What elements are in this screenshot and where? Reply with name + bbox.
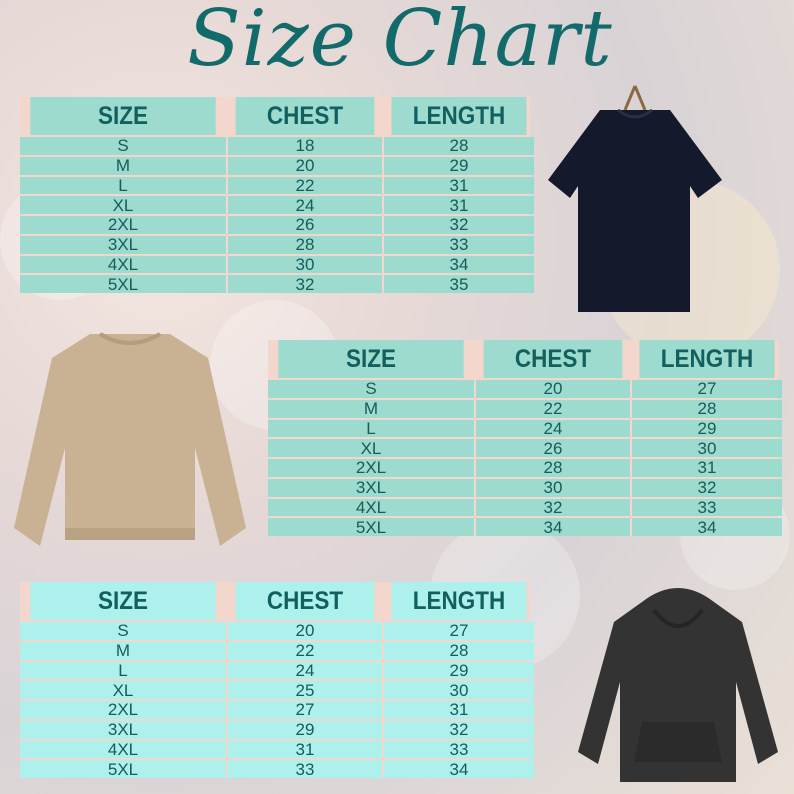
- cell-size: M: [20, 156, 226, 175]
- cell-chest: 31: [228, 740, 382, 759]
- cell-size: L: [20, 176, 226, 195]
- cell-chest: 25: [228, 681, 382, 699]
- cell-length: 31: [384, 196, 534, 214]
- cell-chest: 26: [476, 439, 630, 457]
- cell-length: 32: [632, 478, 782, 497]
- cell-length: 27: [384, 622, 534, 640]
- header-size: SIZE: [30, 582, 216, 620]
- size-table-sweatshirt: SIZE CHEST LENGTH S 20 27 M 22 28 L 24 29 XL 26 30 2XL 2…: [268, 340, 782, 536]
- cell-size: S: [20, 622, 226, 640]
- cell-size: 5XL: [268, 518, 474, 536]
- cell-length: 29: [384, 156, 534, 175]
- cell-chest: 22: [476, 399, 630, 418]
- cell-size: 2XL: [268, 459, 474, 477]
- cell-chest: 28: [228, 235, 382, 254]
- size-table-hoodie: SIZE CHEST LENGTH S 20 27 M 22 28 L 24 29 XL 25 30 2XL 2…: [20, 582, 534, 778]
- header-chest: CHEST: [483, 340, 623, 378]
- cell-chest: 24: [228, 196, 382, 214]
- cell-chest: 27: [228, 701, 382, 719]
- cell-length: 30: [632, 439, 782, 457]
- hoodie-image: [578, 588, 778, 782]
- cell-size: XL: [20, 681, 226, 699]
- cell-size: 3XL: [20, 720, 226, 739]
- cell-size: 4XL: [20, 740, 226, 759]
- cell-size: S: [268, 380, 474, 398]
- cell-size: XL: [20, 196, 226, 214]
- cell-length: 33: [384, 235, 534, 254]
- cell-length: 28: [632, 399, 782, 418]
- cell-chest: 26: [228, 216, 382, 234]
- cell-length: 27: [632, 380, 782, 398]
- cell-size: 4XL: [268, 498, 474, 517]
- header-length: LENGTH: [391, 97, 527, 135]
- cell-size: 5XL: [20, 275, 226, 293]
- header-length: LENGTH: [391, 582, 527, 620]
- cell-chest: 30: [476, 478, 630, 497]
- cell-length: 35: [384, 275, 534, 293]
- cell-size: L: [268, 419, 474, 438]
- cell-length: 32: [384, 216, 534, 234]
- cell-chest: 34: [476, 518, 630, 536]
- cell-size: L: [20, 661, 226, 680]
- cell-size: 4XL: [20, 255, 226, 274]
- cell-length: 28: [384, 137, 534, 155]
- cell-length: 33: [384, 740, 534, 759]
- size-table-tshirt: SIZE CHEST LENGTH S 18 28 M 20 29 L 22 31 XL 24 31 2XL 2…: [20, 97, 534, 293]
- cell-chest: 24: [476, 419, 630, 438]
- tshirt-image: [548, 85, 722, 312]
- cell-chest: 32: [228, 275, 382, 293]
- cell-size: XL: [268, 439, 474, 457]
- cell-chest: 20: [228, 156, 382, 175]
- cell-length: 32: [384, 720, 534, 739]
- header-size: SIZE: [278, 340, 464, 378]
- cell-size: M: [20, 641, 226, 660]
- cell-chest: 30: [228, 255, 382, 274]
- cell-chest: 29: [228, 720, 382, 739]
- header-chest: CHEST: [235, 582, 375, 620]
- cell-length: 34: [384, 760, 534, 778]
- cell-size: 2XL: [20, 701, 226, 719]
- cell-size: 3XL: [268, 478, 474, 497]
- cell-size: 5XL: [20, 760, 226, 778]
- cell-chest: 24: [228, 661, 382, 680]
- cell-size: 3XL: [20, 235, 226, 254]
- cell-length: 29: [384, 661, 534, 680]
- page-title: Size Chart: [187, 0, 613, 84]
- cell-chest: 32: [476, 498, 630, 517]
- cell-length: 31: [384, 176, 534, 195]
- cell-length: 29: [632, 419, 782, 438]
- cell-size: S: [20, 137, 226, 155]
- cell-chest: 20: [476, 380, 630, 398]
- cell-chest: 18: [228, 137, 382, 155]
- header-size: SIZE: [30, 97, 216, 135]
- sweatshirt-image: [14, 332, 246, 546]
- cell-chest: 20: [228, 622, 382, 640]
- cell-length: 34: [384, 255, 534, 274]
- cell-length: 28: [384, 641, 534, 660]
- cell-chest: 22: [228, 176, 382, 195]
- cell-length: 30: [384, 681, 534, 699]
- cell-size: 2XL: [20, 216, 226, 234]
- cell-length: 31: [384, 701, 534, 719]
- cell-length: 33: [632, 498, 782, 517]
- cell-length: 31: [632, 459, 782, 477]
- header-length: LENGTH: [639, 340, 775, 378]
- header-chest: CHEST: [235, 97, 375, 135]
- cell-size: M: [268, 399, 474, 418]
- cell-chest: 28: [476, 459, 630, 477]
- cell-chest: 33: [228, 760, 382, 778]
- cell-length: 34: [632, 518, 782, 536]
- cell-chest: 22: [228, 641, 382, 660]
